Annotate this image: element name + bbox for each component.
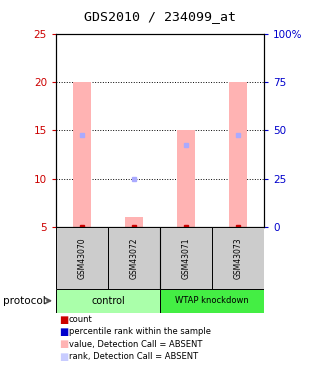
Text: control: control: [91, 296, 125, 306]
Text: percentile rank within the sample: percentile rank within the sample: [69, 327, 211, 336]
Text: ■: ■: [59, 352, 68, 362]
Bar: [212, 227, 264, 289]
Bar: [56, 289, 160, 313]
Bar: [56, 227, 108, 289]
Text: ■: ■: [59, 315, 68, 324]
Bar: [229, 82, 247, 227]
Text: value, Detection Call = ABSENT: value, Detection Call = ABSENT: [69, 340, 202, 349]
Text: GSM43073: GSM43073: [234, 237, 243, 279]
Bar: [160, 227, 212, 289]
Text: protocol: protocol: [3, 296, 46, 306]
Text: rank, Detection Call = ABSENT: rank, Detection Call = ABSENT: [69, 352, 198, 361]
Text: GSM43072: GSM43072: [130, 237, 139, 279]
Bar: [177, 130, 195, 227]
Bar: [125, 217, 143, 227]
Bar: [73, 82, 91, 227]
Text: ■: ■: [59, 327, 68, 337]
Bar: [160, 289, 264, 313]
Text: GDS2010 / 234099_at: GDS2010 / 234099_at: [84, 10, 236, 24]
Text: GSM43070: GSM43070: [77, 237, 86, 279]
Text: count: count: [69, 315, 92, 324]
Text: GSM43071: GSM43071: [181, 237, 190, 279]
Bar: [108, 227, 160, 289]
Text: ■: ■: [59, 339, 68, 349]
Text: WTAP knockdown: WTAP knockdown: [175, 296, 249, 305]
